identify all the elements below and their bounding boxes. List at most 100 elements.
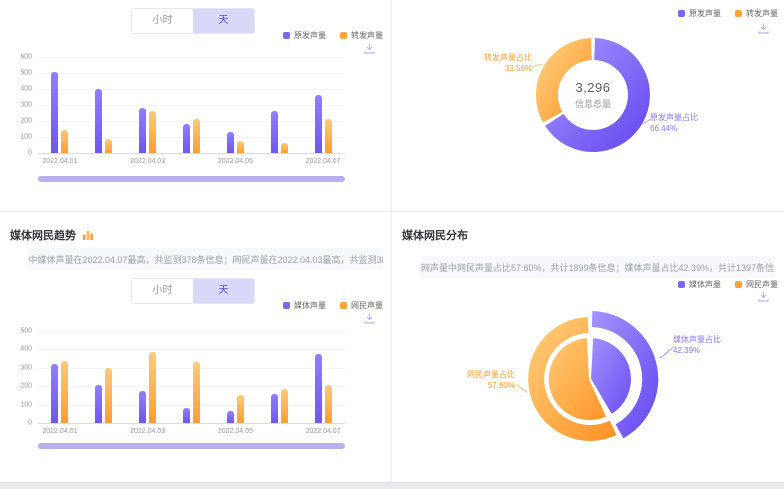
summary-text: 互联网声量中网民声量占比57.60%，共计1899条信息；媒体声量占比42.39… bbox=[420, 256, 775, 278]
gridline bbox=[38, 367, 345, 369]
download-icon[interactable] bbox=[363, 312, 376, 325]
toggle-hour-button[interactable]: 小时 bbox=[132, 279, 193, 303]
panel-media-netizen-dist: 媒体网民分布 互联网声量中网民声量占比57.60%，共计1899条信息；媒体声量… bbox=[392, 212, 784, 482]
legend: 原发声量 转发声量 bbox=[283, 30, 383, 41]
bar-媒体声量[interactable] bbox=[270, 394, 278, 423]
legend-dot-purple-icon bbox=[678, 281, 685, 288]
gridline bbox=[38, 73, 345, 74]
bar-原发声量[interactable] bbox=[270, 111, 278, 153]
toggle-hour-button[interactable]: 小时 bbox=[132, 9, 193, 33]
download-icon[interactable] bbox=[363, 42, 376, 55]
bar-网民声量[interactable] bbox=[105, 368, 113, 423]
bar-原发声量[interactable] bbox=[95, 89, 103, 153]
toggle-day-button[interactable]: 天 bbox=[193, 9, 254, 33]
bar-网民声量[interactable] bbox=[236, 395, 244, 423]
bar-网民声量[interactable] bbox=[149, 352, 157, 423]
panel-media-netizen-trend: 媒体网民趋势 互联网声量中媒体声量在2022.04.07最高，共监测378条信息… bbox=[0, 212, 392, 482]
bar-group bbox=[301, 57, 345, 153]
bar-原发声量[interactable] bbox=[183, 124, 191, 153]
x-axis-tick: 2022.04.01 bbox=[42, 428, 78, 435]
bar-group bbox=[126, 57, 170, 153]
gridline bbox=[38, 57, 345, 58]
gridline bbox=[38, 423, 345, 424]
legend-item-media[interactable]: 媒体声量 bbox=[678, 279, 721, 290]
page-bottom-strip bbox=[0, 482, 784, 489]
bar-网民声量[interactable] bbox=[280, 389, 288, 423]
donut-chart-info-total: 原发声量占比 66.44% 转发声量占比 33.56% bbox=[513, 15, 673, 175]
bar-网民声量[interactable] bbox=[193, 362, 201, 423]
bar-媒体声量[interactable] bbox=[183, 408, 191, 423]
legend-item-netizen[interactable]: 网民声量 bbox=[735, 279, 778, 290]
chart-icon bbox=[83, 231, 93, 240]
bar-转发声量[interactable] bbox=[324, 119, 332, 153]
legend-label: 转发声量 bbox=[351, 31, 383, 40]
y-axis-tick: 0 bbox=[28, 419, 32, 427]
legend-item-repost[interactable]: 转发声量 bbox=[735, 8, 778, 19]
data-zoom-slider[interactable] bbox=[38, 176, 345, 182]
data-zoom-slider[interactable] bbox=[38, 443, 345, 449]
download-icon[interactable] bbox=[757, 22, 770, 35]
time-granularity-toggle: 小时 天 bbox=[131, 8, 255, 34]
legend-dot-purple-icon bbox=[283, 302, 290, 309]
bar-媒体声量[interactable] bbox=[226, 411, 234, 423]
panel-origin-repost-trend: 小时 天 原发声量 转发声量 0 100 200 300 400 500 600 2022.0… bbox=[0, 0, 392, 212]
pie-slice-网民声量占比[interactable] bbox=[546, 336, 609, 422]
bar-原发声量[interactable] bbox=[226, 132, 234, 153]
bar-group bbox=[213, 57, 257, 153]
bar-网民声量[interactable] bbox=[61, 361, 69, 423]
gridline bbox=[38, 386, 345, 388]
bar-转发声量[interactable] bbox=[149, 111, 157, 153]
bar-group bbox=[170, 57, 214, 153]
legend-label: 原发声量 bbox=[294, 31, 326, 40]
pie-slice-媒体声量占比[interactable] bbox=[588, 336, 633, 417]
panel-info-total-donut: 原发声量 转发声量 原发声量占比 66.44% 转发声量占比 33.56% 3,… bbox=[392, 0, 784, 212]
gridline bbox=[38, 137, 345, 138]
ring-slice-媒体声量占比[interactable]: 媒体声量占比 42.39% bbox=[591, 311, 659, 439]
bar-group bbox=[257, 331, 301, 423]
bar-chart-media-netizen: 0 100 200 300 400 500 2022.04.01 2022.04.03 2022… bbox=[20, 328, 345, 435]
legend-label: 原发声量 bbox=[689, 9, 721, 18]
bar-媒体声量[interactable] bbox=[139, 391, 147, 423]
bar-网民声量[interactable] bbox=[324, 385, 332, 423]
legend-item-repost[interactable]: 转发声量 bbox=[340, 30, 383, 41]
gridline bbox=[38, 121, 345, 122]
bar-媒体声量[interactable] bbox=[51, 364, 59, 423]
bar-转发声量[interactable] bbox=[105, 139, 113, 153]
bar-转发声量[interactable] bbox=[61, 130, 69, 153]
bar-group bbox=[82, 331, 126, 423]
gridline bbox=[38, 404, 345, 406]
gridline bbox=[38, 153, 345, 154]
bar-转发声量[interactable] bbox=[193, 119, 201, 153]
bar-group bbox=[301, 331, 345, 423]
ring-slice-网民声量占比[interactable]: 网民声量占比 57.60% bbox=[528, 317, 617, 441]
toggle-day-button[interactable]: 天 bbox=[193, 279, 254, 303]
bar-group bbox=[126, 331, 170, 423]
x-axis-tick: 2022.04.05 bbox=[217, 158, 253, 165]
legend-item-origin[interactable]: 原发声量 bbox=[678, 8, 721, 19]
bar-转发声量[interactable] bbox=[280, 143, 288, 153]
bar-原发声量[interactable] bbox=[314, 95, 322, 153]
legend-item-media[interactable]: 媒体声量 bbox=[283, 300, 326, 311]
y-axis-tick: 300 bbox=[20, 101, 32, 109]
legend-dot-purple-icon bbox=[678, 10, 685, 17]
legend-dot-orange-icon bbox=[340, 302, 347, 309]
x-axis-tick: 2022.04.03 bbox=[130, 428, 166, 435]
bar-原发声量[interactable] bbox=[51, 72, 59, 153]
summary-text: 互联网声量中媒体声量在2022.04.07最高，共监测378条信息；网民声量在2… bbox=[28, 248, 383, 270]
legend-item-netizen[interactable]: 网民声量 bbox=[340, 300, 383, 311]
download-icon[interactable] bbox=[757, 290, 770, 303]
donut-slice-转发声量占比[interactable]: 转发声量占比 33.56% bbox=[535, 38, 593, 123]
panel-title: 媒体网民分布 bbox=[402, 230, 468, 242]
legend-label: 媒体声量 bbox=[294, 301, 326, 310]
bar-媒体声量[interactable] bbox=[95, 385, 103, 423]
bar-原发声量[interactable] bbox=[139, 108, 147, 153]
legend-item-origin[interactable]: 原发声量 bbox=[283, 30, 326, 41]
donut-slice-原发声量占比[interactable]: 原发声量占比 66.44% bbox=[545, 38, 650, 152]
y-axis-tick: 600 bbox=[20, 53, 32, 61]
bar-转发声量[interactable] bbox=[236, 141, 244, 153]
y-axis-tick: 200 bbox=[20, 117, 32, 125]
bar-媒体声量[interactable] bbox=[314, 354, 322, 423]
legend-dot-purple-icon bbox=[283, 32, 290, 39]
time-granularity-toggle: 小时 天 bbox=[131, 278, 255, 304]
